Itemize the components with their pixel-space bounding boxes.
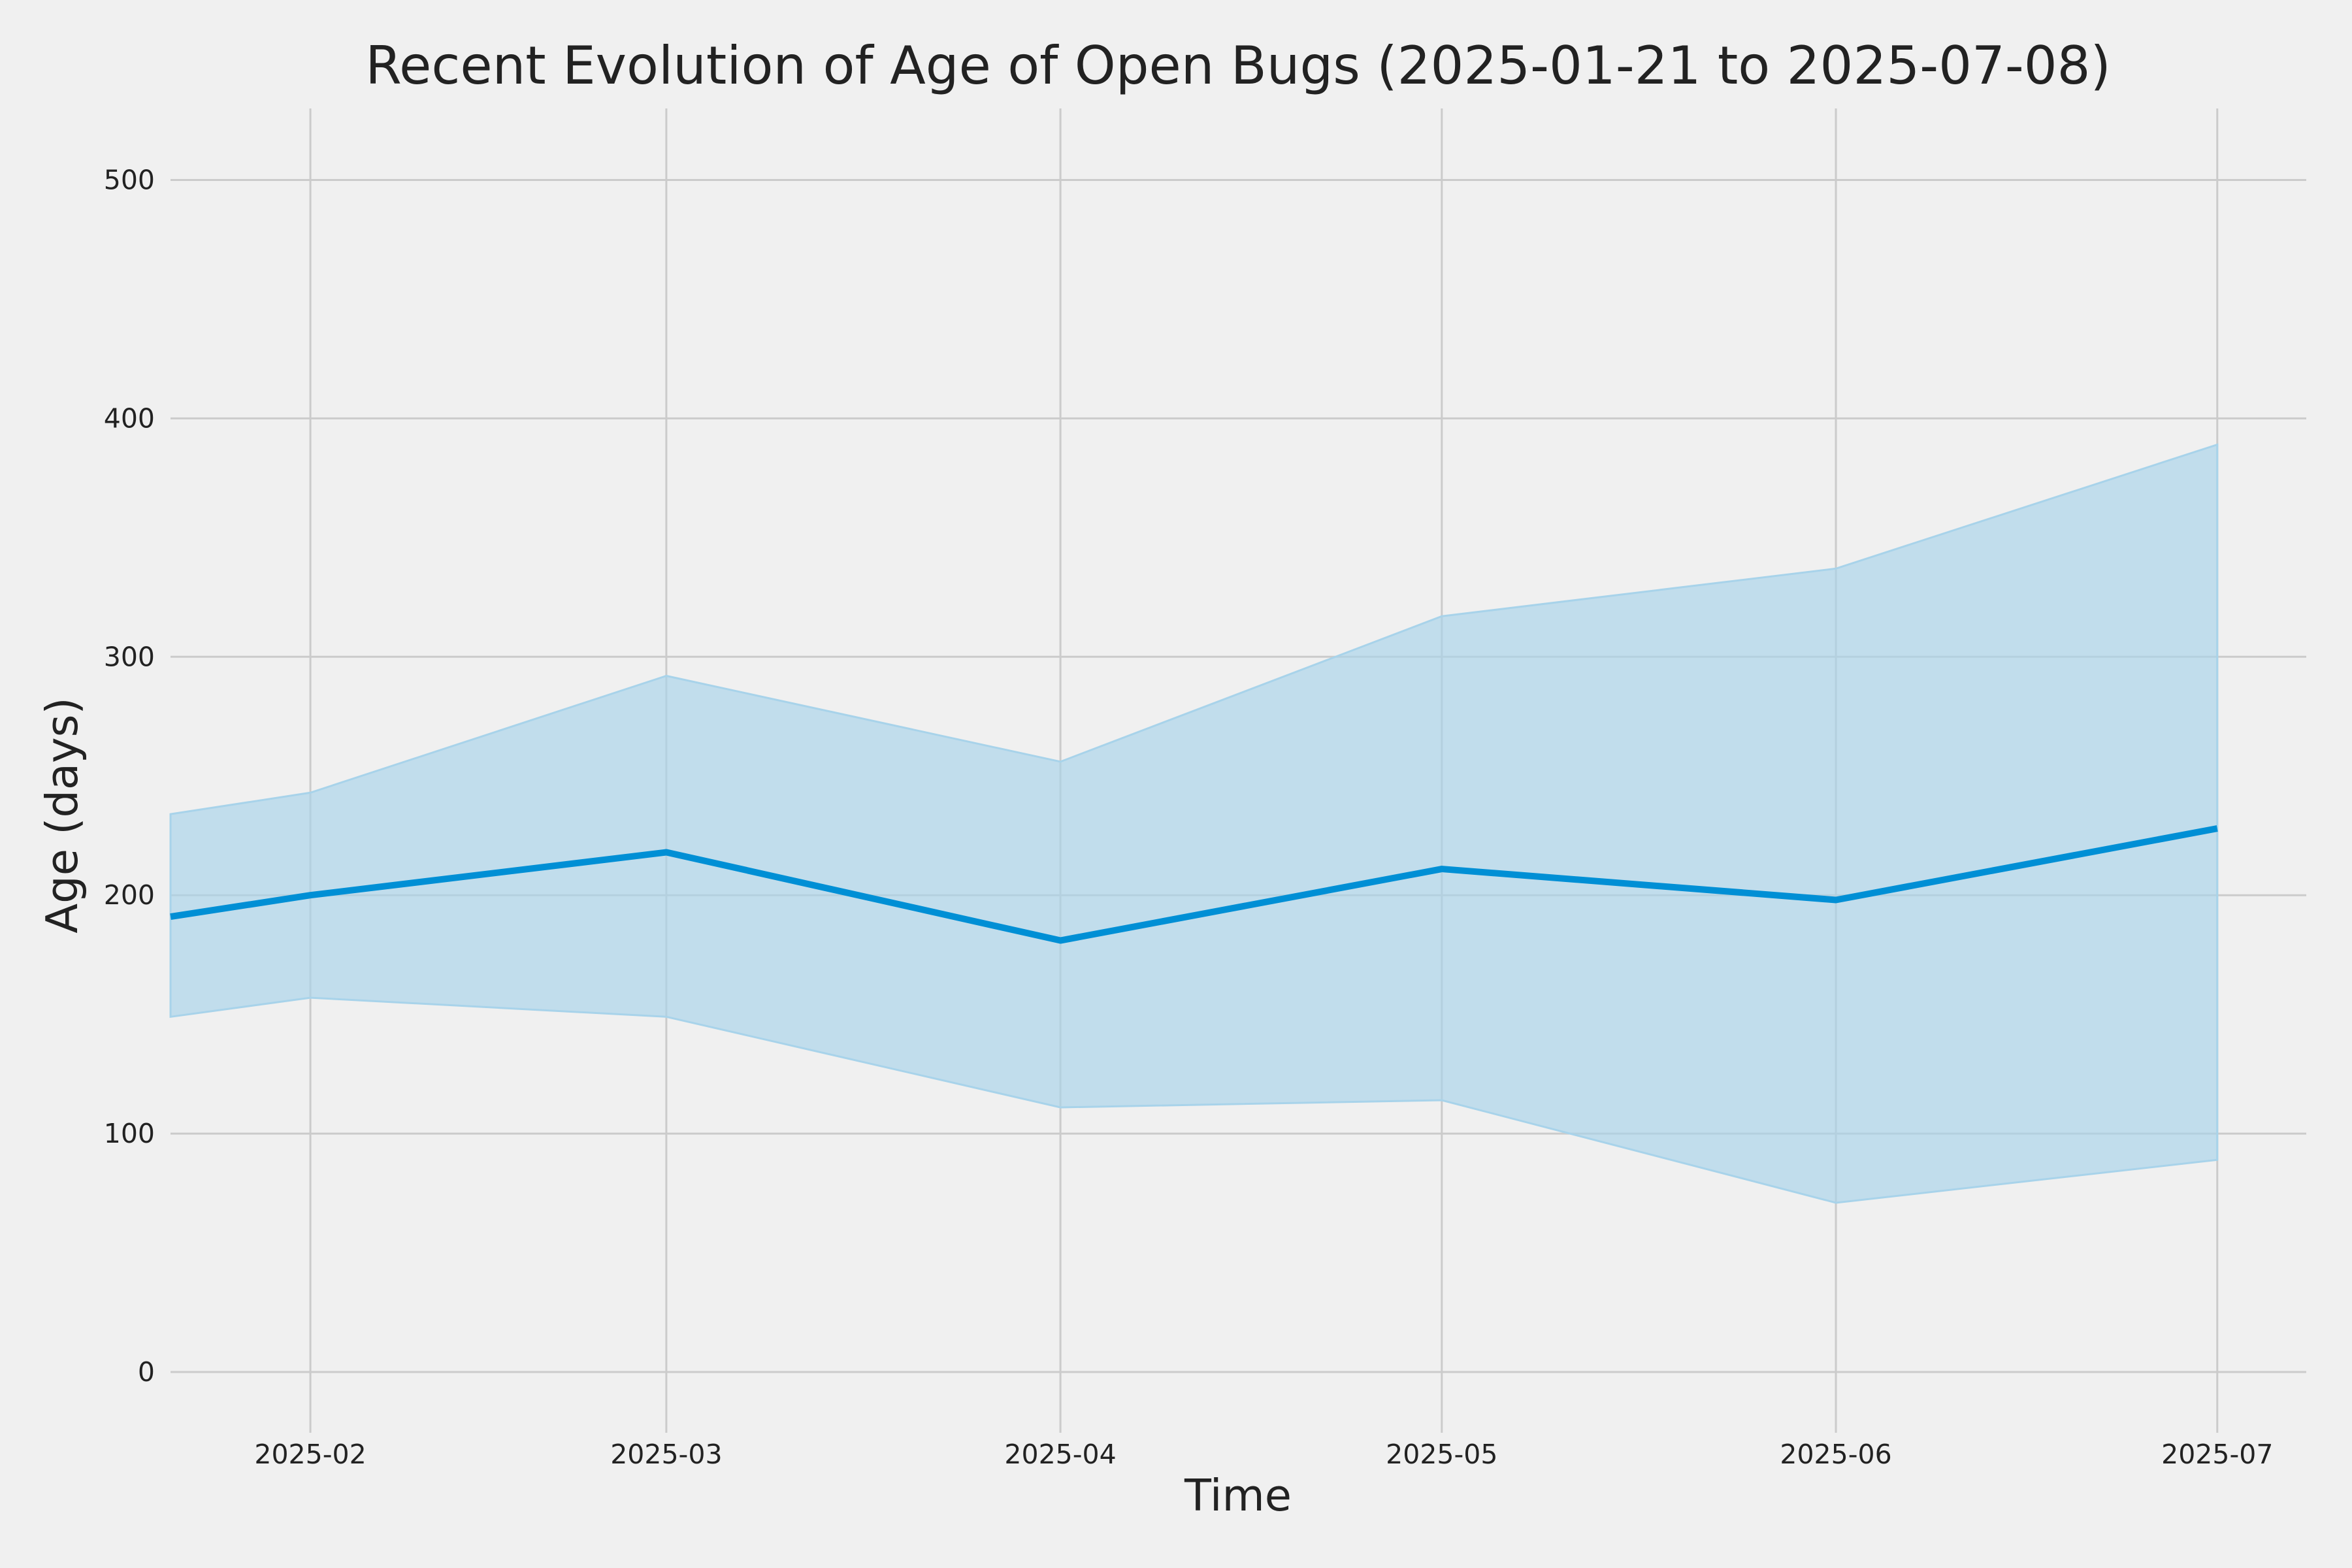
- y-tick-label: 400: [104, 402, 155, 434]
- band-layer: [169, 443, 2219, 1204]
- y-tick-label: 100: [104, 1118, 155, 1149]
- x-axis-label: Time: [1184, 1470, 1292, 1521]
- tick-layer: 0 100 200 300 400 500 2025-02 2025-03 2025-04 202…: [104, 164, 2274, 1470]
- x-tick-label: 2025-02: [254, 1439, 366, 1470]
- x-tick-label: 2025-07: [2161, 1439, 2273, 1470]
- x-tick-label: 2025-06: [1780, 1439, 1891, 1470]
- y-tick-label: 200: [104, 879, 155, 911]
- y-axis-label: Age (days): [37, 697, 88, 933]
- age-series-line: [170, 825, 2218, 944]
- x-tick-label: 2025-05: [1386, 1439, 1497, 1470]
- y-tick-label: 500: [104, 164, 155, 195]
- y-tick-label: 300: [104, 641, 155, 672]
- line-layer: [170, 825, 2218, 944]
- x-tick-label: 2025-04: [1004, 1439, 1116, 1470]
- y-tick-label: 0: [138, 1356, 155, 1388]
- age-range-band: [169, 443, 2219, 1204]
- x-tick-label: 2025-03: [610, 1439, 722, 1470]
- chart-title: Recent Evolution of Age of Open Bugs (20…: [365, 35, 2111, 96]
